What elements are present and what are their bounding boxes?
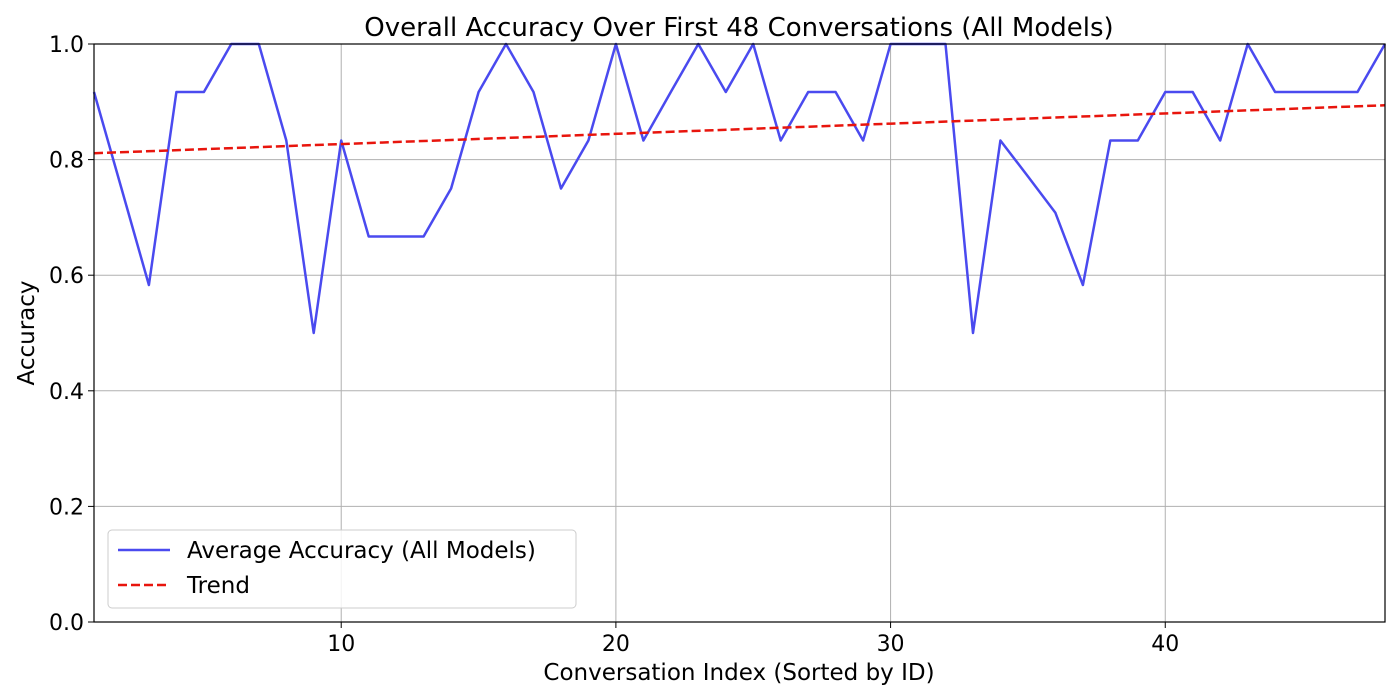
series-line-average-accuracy [92, 42, 1387, 335]
x-tick-label: 30 [877, 632, 905, 657]
y-axis-label: Accuracy [14, 280, 40, 385]
y-tick-label: 0.8 [49, 149, 84, 174]
chart-title: Overall Accuracy Over First 48 Conversat… [364, 13, 1113, 43]
y-tick-label: 0.0 [49, 611, 84, 636]
x-axis-label: Conversation Index (Sorted by ID) [543, 660, 934, 686]
x-tick-label: 20 [602, 632, 630, 657]
x-tick-label: 40 [1151, 632, 1179, 657]
y-tick-label: 0.6 [49, 264, 84, 289]
x-tick-label: 10 [327, 632, 355, 657]
series-layer [92, 42, 1387, 335]
y-axis-ticks: 0.0 0.2 0.4 0.6 0.8 1.0 [49, 33, 94, 636]
legend-box [107, 529, 577, 609]
legend-label: Trend [186, 573, 250, 599]
series-line-trend [93, 104, 1386, 155]
legend-label: Average Accuracy (All Models) [187, 538, 536, 564]
plot-frame [93, 43, 1386, 623]
legend: Average Accuracy (All Models) Trend [107, 529, 577, 609]
y-tick-label: 0.2 [49, 495, 84, 520]
y-tick-label: 1.0 [49, 33, 84, 58]
y-tick-label: 0.4 [49, 380, 84, 405]
x-axis-ticks: 10 20 30 40 [327, 622, 1179, 657]
